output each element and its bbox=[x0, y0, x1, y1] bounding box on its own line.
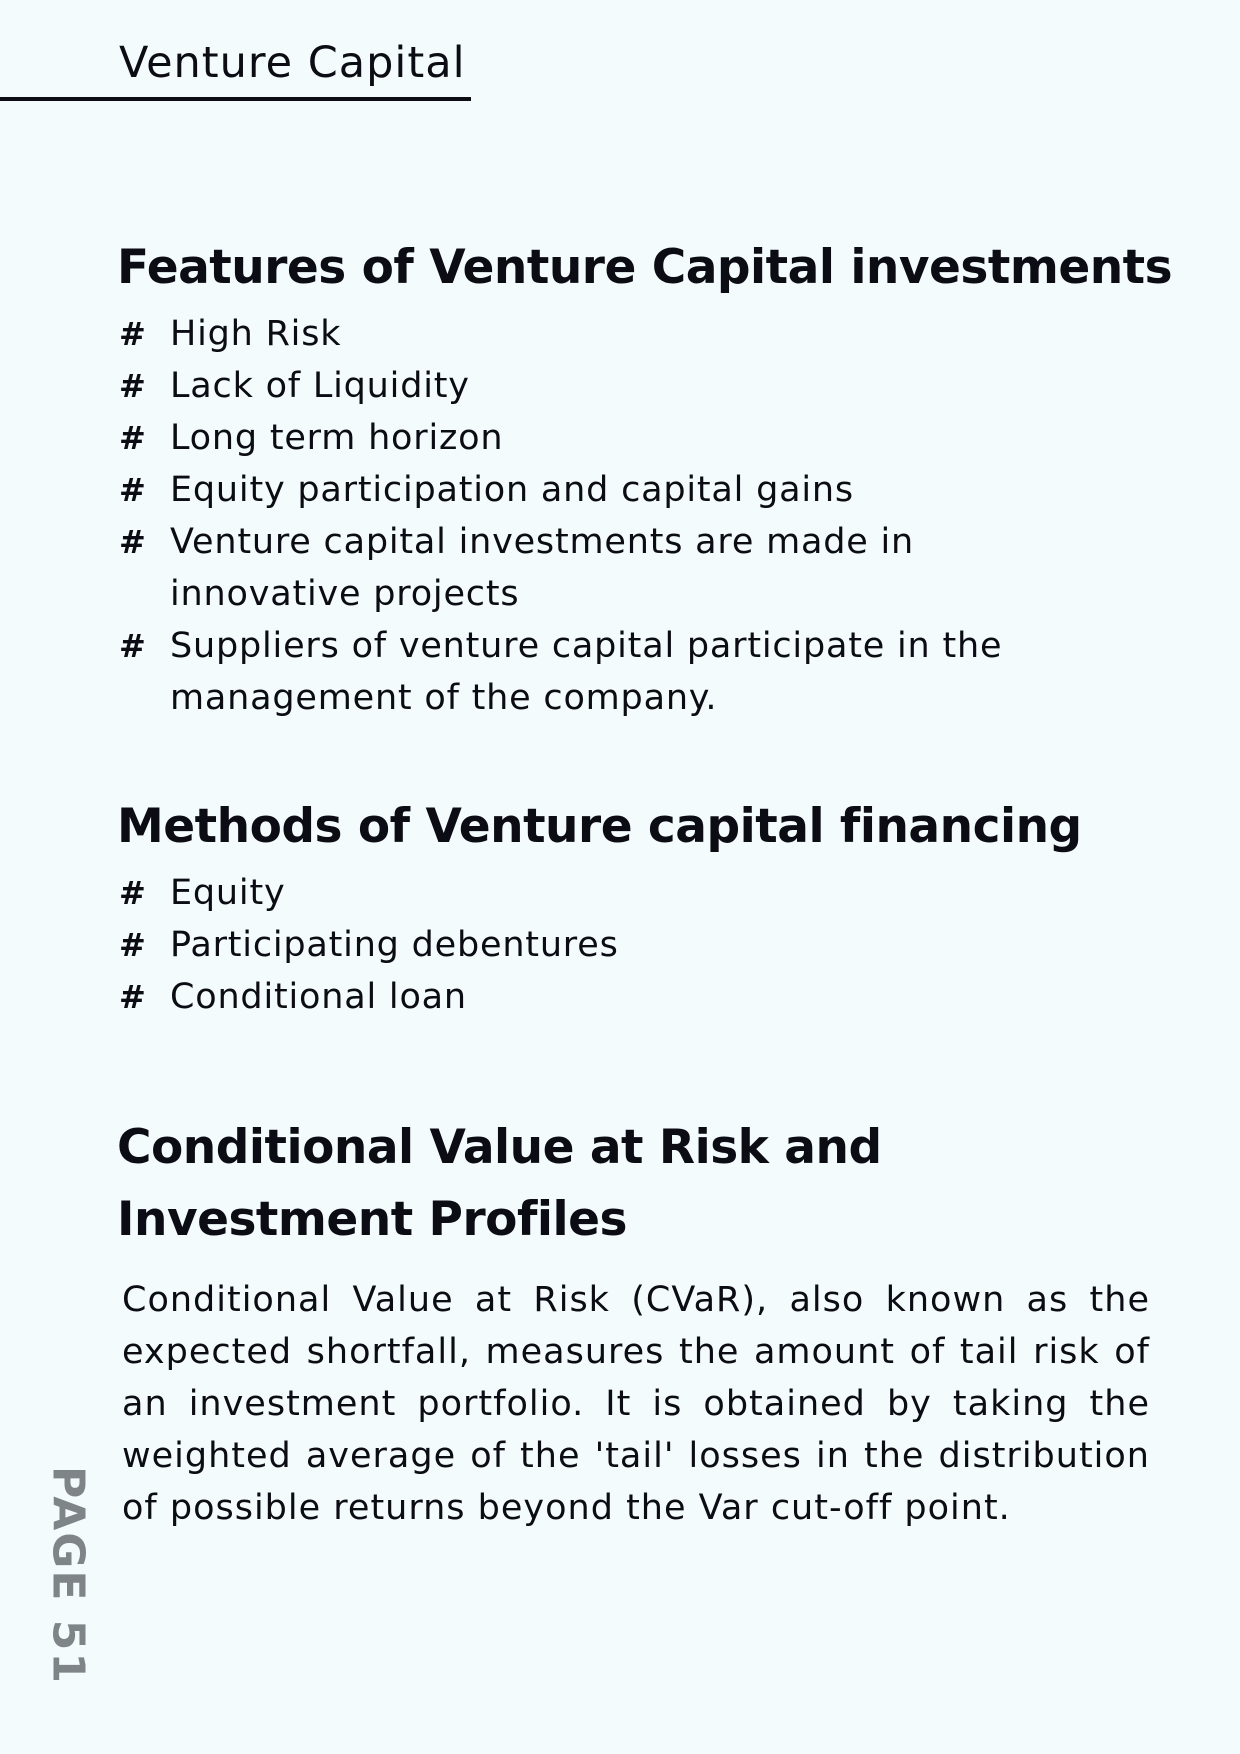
features-list: # High Risk # Lack of Liquidity # Long term… bbox=[117, 308, 1167, 724]
list-item: # Conditional loan bbox=[117, 971, 1160, 1023]
methods-list: # Equity # Participating debentures # Condi… bbox=[117, 867, 1167, 1023]
hash-bullet-icon: # bbox=[119, 315, 147, 353]
hash-bullet-icon: # bbox=[119, 926, 147, 964]
list-item-text: Long term horizon bbox=[170, 418, 504, 458]
list-item: # Equity bbox=[117, 867, 1160, 919]
page-number: PAGE 51 bbox=[42, 1466, 94, 1685]
list-item: # High Risk bbox=[117, 308, 1160, 360]
hash-bullet-icon: # bbox=[119, 627, 147, 665]
list-item-text: Conditional loan bbox=[170, 977, 467, 1017]
hash-bullet-icon: # bbox=[119, 523, 147, 561]
hash-bullet-icon: # bbox=[119, 471, 147, 509]
list-item: # Equity participation and capital gains bbox=[117, 464, 1160, 516]
methods-section: Methods of Venture capital financing # Eq… bbox=[117, 791, 1167, 1023]
hash-bullet-icon: # bbox=[119, 419, 147, 457]
cvar-section: Conditional Value at Risk and Investment… bbox=[117, 1112, 1167, 1534]
list-item-text: Venture capital investments are made in … bbox=[170, 522, 915, 614]
hash-bullet-icon: # bbox=[119, 367, 147, 405]
list-item: # Venture capital investments are made in… bbox=[117, 516, 990, 620]
list-item: # Suppliers of venture capital participat… bbox=[117, 620, 1130, 724]
list-item-text: Equity bbox=[170, 873, 286, 913]
list-item-text: Equity participation and capital gains bbox=[170, 470, 854, 510]
methods-heading: Methods of Venture capital financing bbox=[117, 799, 1082, 854]
list-item-text: Participating debentures bbox=[170, 925, 619, 965]
list-item: # Participating debentures bbox=[117, 919, 1160, 971]
running-header-title: Venture Capital bbox=[119, 38, 466, 88]
hash-bullet-icon: # bbox=[119, 978, 147, 1016]
cvar-heading: Conditional Value at Risk and Investment… bbox=[117, 1120, 882, 1247]
features-heading: Features of Venture Capital investments bbox=[117, 240, 1173, 295]
cvar-paragraph: Conditional Value at Risk (CVaR), also k… bbox=[122, 1280, 1150, 1528]
list-item-text: Suppliers of venture capital participate… bbox=[170, 626, 1003, 718]
features-section: Features of Venture Capital investments … bbox=[117, 232, 1173, 724]
list-item-text: Lack of Liquidity bbox=[170, 366, 470, 406]
list-item-text: High Risk bbox=[170, 314, 342, 354]
list-item: # Lack of Liquidity bbox=[117, 360, 1160, 412]
header-underline bbox=[0, 97, 471, 101]
list-item: # Long term horizon bbox=[117, 412, 1160, 464]
hash-bullet-icon: # bbox=[119, 874, 147, 912]
